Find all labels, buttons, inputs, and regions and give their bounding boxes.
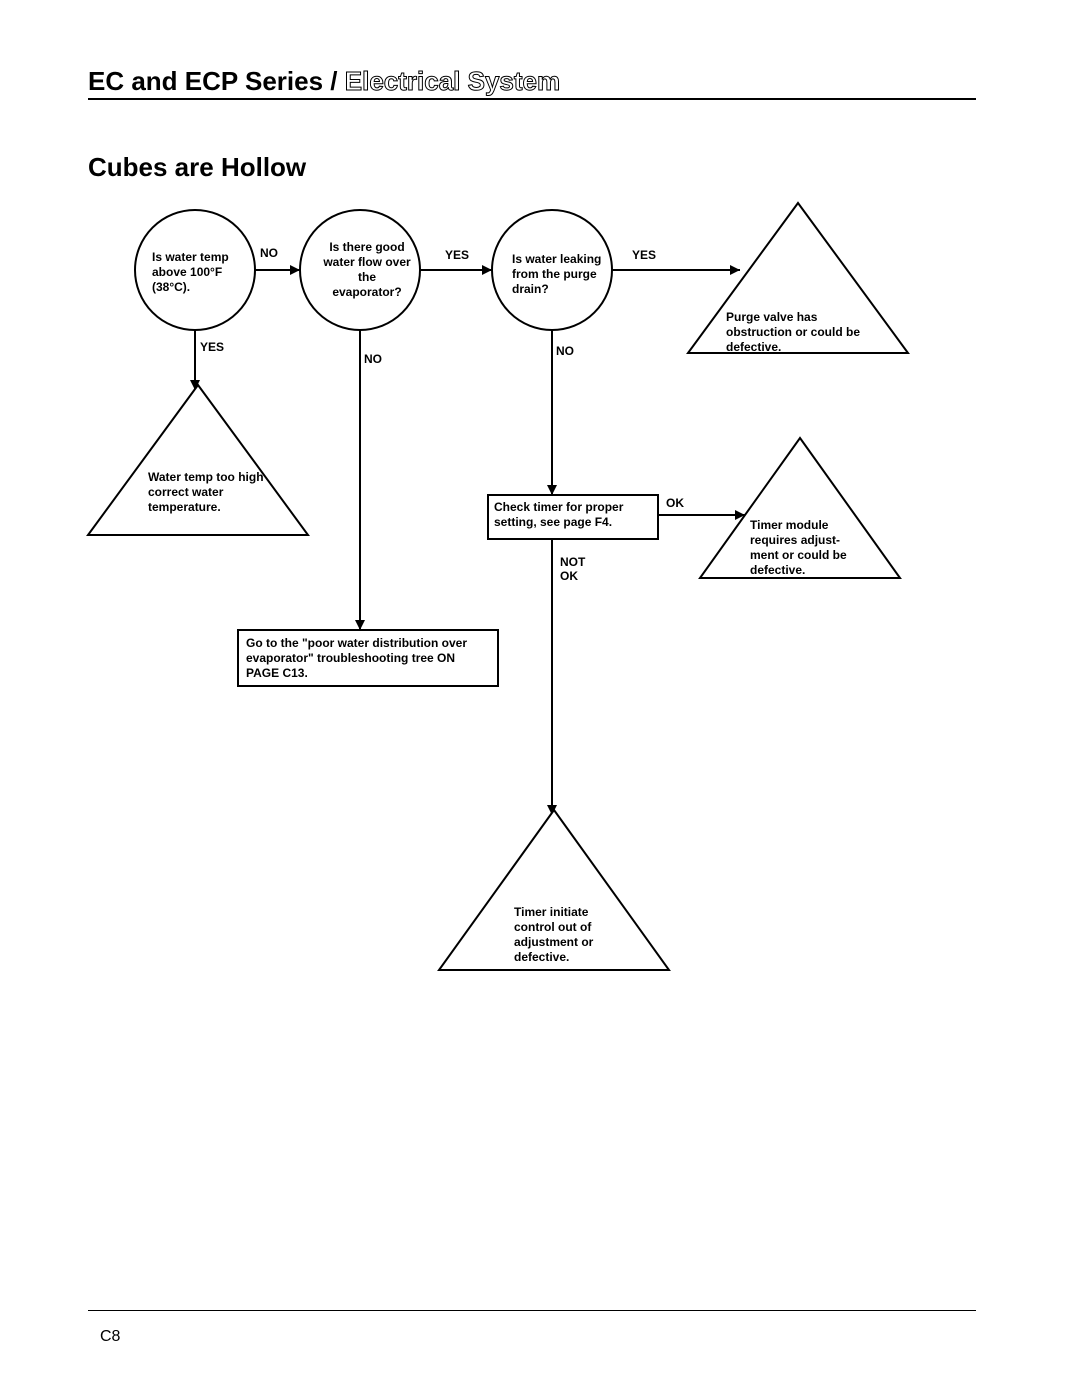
node-text-r1: Check timer for proper setting, see page… [494,500,649,530]
edge-label-c3-t2: YES [632,248,656,262]
edge-label-c2-c3: YES [445,248,469,262]
edge-label-c3-r1: NO [556,344,574,358]
edge-label-c1-t1: YES [200,340,224,354]
edge-label-r1-t3: OK [666,496,684,510]
flowchart-canvas [0,0,1080,1397]
node-text-c1: Is water temp above 100°F (38°C). [152,250,242,295]
node-text-c3: Is water leaking from the purge drain? [512,252,607,297]
edge-label-r1-t4: NOT OK [560,555,600,583]
node-text-c2: Is there good water flow over the evapor… [322,240,412,300]
edge-label-c1-c2: NO [260,246,278,260]
node-text-t2: Purge valve has obstruction or could be … [726,310,861,355]
node-text-t1: Water temp too high correct water temper… [148,470,268,515]
footer-rule [88,1310,976,1311]
page-number: C8 [100,1328,120,1346]
edge-label-c2-r2: NO [364,352,382,366]
node-text-r2: Go to the "poor water distribution over … [246,636,491,681]
node-text-t4: Timer initiate control out of adjustment… [514,905,614,965]
node-text-t3: Timer module requires adjust- ment or co… [750,518,865,578]
page: EC and ECP Series / Electrical System Cu… [0,0,1080,1397]
